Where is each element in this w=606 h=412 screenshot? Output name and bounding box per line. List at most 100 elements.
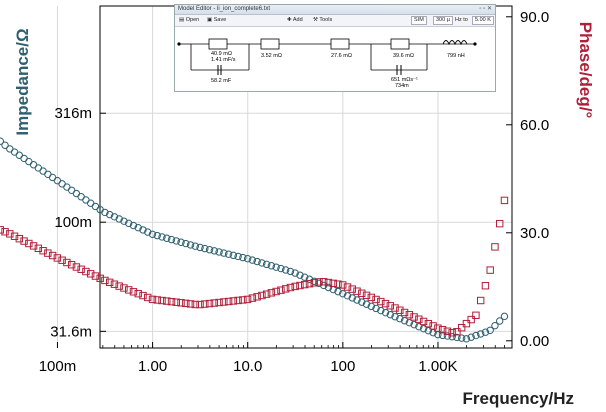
phase-point — [82, 267, 90, 276]
phase-point — [305, 280, 314, 288]
phase-point — [167, 297, 176, 306]
impedance-point — [196, 243, 204, 252]
phase-point — [1, 228, 9, 236]
impedance-point — [29, 161, 38, 169]
add-button[interactable]: ✚ Add — [287, 17, 303, 23]
impedance-point — [267, 262, 276, 270]
phase-point — [362, 291, 371, 300]
phase-point — [481, 282, 490, 290]
impedance-point — [286, 267, 295, 276]
impedance-point — [481, 328, 490, 336]
phase-point — [48, 251, 57, 260]
x-tick-label: 100m — [39, 358, 77, 375]
impedance-point — [220, 249, 228, 257]
phase-point — [267, 289, 276, 297]
phase-point — [177, 299, 185, 307]
impedance-point — [224, 250, 233, 258]
freq-hi-field[interactable]: 5.00 K — [472, 16, 494, 25]
x-tick-label: 1.00 — [138, 358, 167, 375]
q1-label: 651 mΩs⁻¹ — [391, 77, 418, 83]
save-button[interactable]: ▣ Save — [207, 17, 227, 23]
phase-point — [163, 297, 171, 305]
impedance-point — [272, 263, 280, 271]
impedance-point — [134, 224, 142, 232]
r1-label: 40.9 mΩ — [211, 51, 232, 57]
phase-point — [301, 280, 309, 289]
impedance-point — [215, 248, 223, 256]
impedance-point — [77, 193, 85, 201]
phase-point — [296, 281, 304, 290]
model-editor-titlebar: Model Editor - li_ion_complete6.txt ▫ ▫ … — [175, 5, 495, 15]
phase-point — [96, 274, 104, 283]
phase-point — [281, 285, 290, 293]
impedance-point — [339, 289, 347, 298]
impedance-point — [381, 308, 390, 317]
phase-point — [67, 261, 76, 269]
window-controls[interactable]: ▫ ▫ ✕ — [479, 6, 492, 12]
phase-point — [205, 299, 214, 308]
phase-point — [34, 244, 43, 253]
impedance-point — [63, 183, 71, 191]
impedance-point — [248, 256, 257, 264]
x-tick-label: 100 — [330, 358, 355, 375]
impedance-point — [48, 173, 57, 182]
element-l1 — [442, 40, 468, 46]
open-button[interactable]: ▤ Open — [179, 17, 200, 23]
phase-point — [215, 298, 223, 307]
impedance-point — [415, 322, 423, 331]
model-editor-toolbar: ▤ Open ▣ Save ✚ Add ⚒ Tools SIM 300 µ Hz… — [175, 15, 495, 27]
phase-point — [472, 311, 480, 320]
phase-point — [448, 329, 456, 337]
impedance-point — [377, 306, 385, 315]
phase-point — [134, 289, 142, 298]
impedance-point — [163, 234, 171, 242]
impedance-point — [115, 215, 123, 223]
impedance-point — [453, 333, 461, 342]
phase-point — [434, 324, 442, 332]
impedance-point — [491, 321, 499, 330]
sim-button[interactable]: SIM — [411, 16, 427, 25]
phase-point — [196, 300, 204, 309]
y-left-tick-label: 100m — [54, 214, 92, 231]
phase-point — [367, 293, 375, 302]
impedance-point — [362, 300, 371, 308]
phase-point — [443, 327, 452, 335]
impedance-point — [438, 331, 447, 340]
phase-point — [353, 287, 361, 295]
y-right-axis-ticks: 0.00 30.0 60.0 90.0 — [506, 9, 549, 350]
impedance-point — [391, 313, 399, 321]
phase-point — [320, 278, 328, 286]
impedance-point — [343, 292, 352, 300]
phase-point — [44, 249, 52, 257]
model-editor-title: Model Editor - li_ion_complete6.txt — [178, 6, 271, 12]
impedance-point — [144, 228, 152, 236]
phase-point — [58, 256, 66, 264]
impedance-point — [410, 320, 418, 329]
freq-lo-field[interactable]: 300 µ — [433, 16, 453, 25]
phase-point — [144, 293, 152, 302]
impedance-point — [472, 331, 480, 340]
impedance-point — [486, 326, 494, 334]
impedance-point — [201, 244, 209, 253]
y-right-tick-label: 60.0 — [520, 117, 549, 134]
phase-point — [15, 234, 24, 243]
impedance-point — [182, 239, 190, 248]
impedance-point — [210, 247, 219, 255]
phase-point — [129, 288, 138, 296]
phase-point — [0, 226, 4, 234]
phase-point — [72, 263, 81, 271]
impedance-point — [34, 164, 43, 172]
phase-point — [191, 300, 200, 309]
model-editor-window: Model Editor - li_ion_complete6.txt ▫ ▫ … — [174, 4, 496, 92]
impedance-point — [15, 151, 24, 159]
phase-point — [457, 323, 466, 332]
l1-label: 799 nH — [447, 53, 465, 59]
tools-button[interactable]: ⚒ Tools — [313, 17, 333, 23]
element-r4 — [390, 38, 410, 50]
phase-point — [386, 302, 395, 310]
phase-point — [20, 237, 28, 245]
impedance-point — [186, 241, 195, 249]
impedance-point — [296, 271, 304, 279]
